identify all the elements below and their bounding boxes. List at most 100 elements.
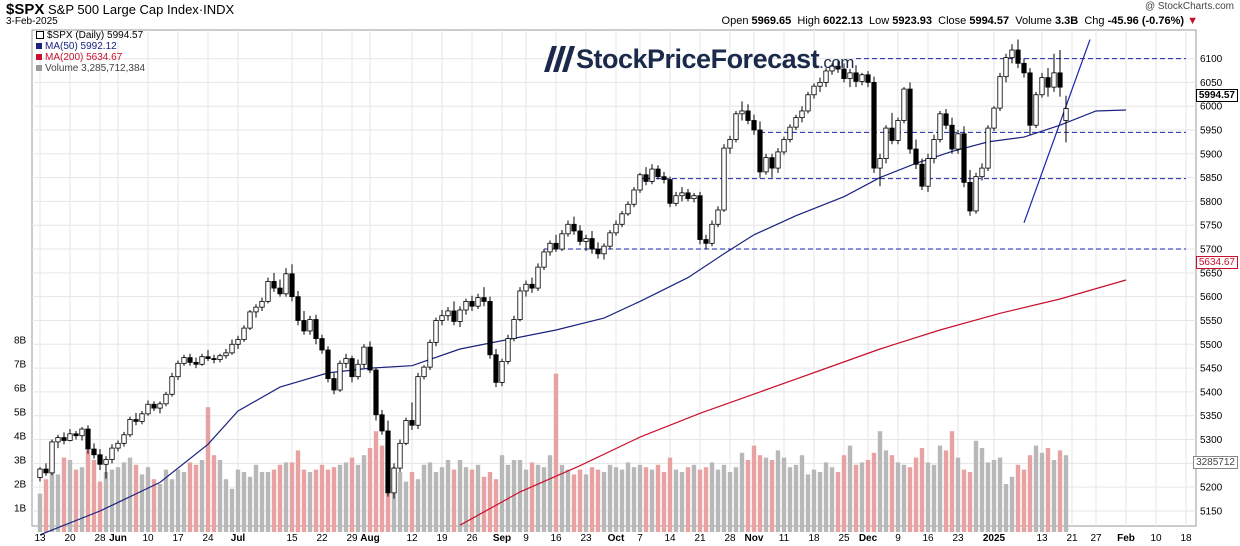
candle <box>439 310 445 326</box>
candle <box>871 76 877 173</box>
index-name: S&P 500 Large Cap Index <box>47 2 199 17</box>
volume-bar <box>721 464 727 532</box>
volume-bar <box>841 455 847 532</box>
volume-bar <box>811 469 817 532</box>
volume-bar <box>793 464 799 532</box>
candle-body <box>1027 72 1033 126</box>
volume-bar <box>655 464 661 532</box>
candle <box>109 444 115 464</box>
candle <box>715 206 721 228</box>
candle-body <box>1063 108 1069 121</box>
volume-bar <box>193 464 199 532</box>
candle-body <box>745 110 751 121</box>
candle-body <box>1015 49 1021 64</box>
candle-body <box>619 213 625 225</box>
candle-body <box>577 230 583 242</box>
volume-price-label: 3285712 <box>1193 456 1238 469</box>
candle <box>625 201 631 216</box>
candle <box>541 249 547 270</box>
volume-bar <box>727 472 733 532</box>
candle <box>721 144 727 212</box>
candle <box>283 268 289 297</box>
volume-bar <box>859 462 865 532</box>
candle <box>565 220 571 237</box>
volume-bar <box>799 455 805 532</box>
candle-body <box>355 363 361 378</box>
volume-bar <box>625 462 631 532</box>
x-tick-label: 14 <box>664 533 676 544</box>
candle-body <box>793 117 799 128</box>
candle-body <box>727 139 733 149</box>
candle <box>445 307 451 321</box>
candle-body <box>679 192 685 197</box>
chart-title: $SPX S&P 500 Large Cap Index·INDX <box>6 1 234 18</box>
candle <box>1039 72 1045 98</box>
candle-body <box>913 148 919 165</box>
candle <box>361 344 367 369</box>
y-tick-label: 5850 <box>1200 173 1223 184</box>
x-tick-label: 22 <box>316 533 328 544</box>
candle-body <box>343 358 349 364</box>
volume-bar <box>889 455 895 532</box>
candle <box>235 335 241 350</box>
volume-bar <box>109 469 115 532</box>
candle-body <box>607 232 613 247</box>
volume-bar <box>175 469 181 532</box>
candle-body <box>217 355 223 360</box>
volume-bar <box>439 467 445 532</box>
volume-bar <box>613 467 619 532</box>
candle-body <box>529 283 535 289</box>
candle-body <box>799 110 805 119</box>
candle-body <box>391 467 397 494</box>
candle-body <box>805 94 811 112</box>
candle <box>217 353 223 363</box>
candle <box>937 110 943 143</box>
candle <box>205 350 211 361</box>
volume-bar <box>331 467 337 532</box>
volume-bar <box>97 481 103 532</box>
candle-body <box>409 420 415 426</box>
candle-body <box>373 369 379 416</box>
volume-bar <box>145 467 151 532</box>
x-tick-label: 16 <box>922 533 934 544</box>
candle-body <box>1003 57 1009 78</box>
candle <box>277 279 283 297</box>
candle <box>835 60 841 73</box>
candle-body <box>901 88 907 121</box>
volume-bar <box>43 479 49 532</box>
x-tick-label: 29 <box>346 533 358 544</box>
volume-bar <box>559 464 565 532</box>
candle <box>655 165 661 180</box>
candle <box>769 153 775 178</box>
volume-bar <box>649 469 655 532</box>
candle <box>949 117 955 154</box>
high-label: High <box>797 15 821 27</box>
volume-bar <box>985 462 991 532</box>
candle <box>163 391 169 407</box>
volume-bar <box>541 467 547 532</box>
candle-body <box>973 176 979 212</box>
candle <box>817 77 823 92</box>
low-label: Low <box>869 15 890 27</box>
close-label: Close <box>938 15 967 27</box>
candle <box>211 354 217 364</box>
candle-body <box>325 349 331 379</box>
candle <box>649 164 655 185</box>
volume-bar <box>73 469 79 532</box>
volume-bar <box>943 450 949 532</box>
candle <box>1045 68 1051 97</box>
volume-bar <box>967 472 973 532</box>
volume-bar <box>667 457 673 532</box>
volume-bar <box>433 472 439 532</box>
candle <box>787 124 793 143</box>
candle-body <box>451 310 457 322</box>
volume-bar <box>127 457 133 532</box>
candle <box>607 230 613 250</box>
candle <box>175 360 181 380</box>
candle-body <box>979 167 985 178</box>
volume-tick-label: 5B <box>14 408 27 419</box>
volume-bar <box>181 472 187 532</box>
candle-body <box>307 319 313 332</box>
candle-body <box>535 266 541 289</box>
x-tick-label: Aug <box>360 533 379 544</box>
